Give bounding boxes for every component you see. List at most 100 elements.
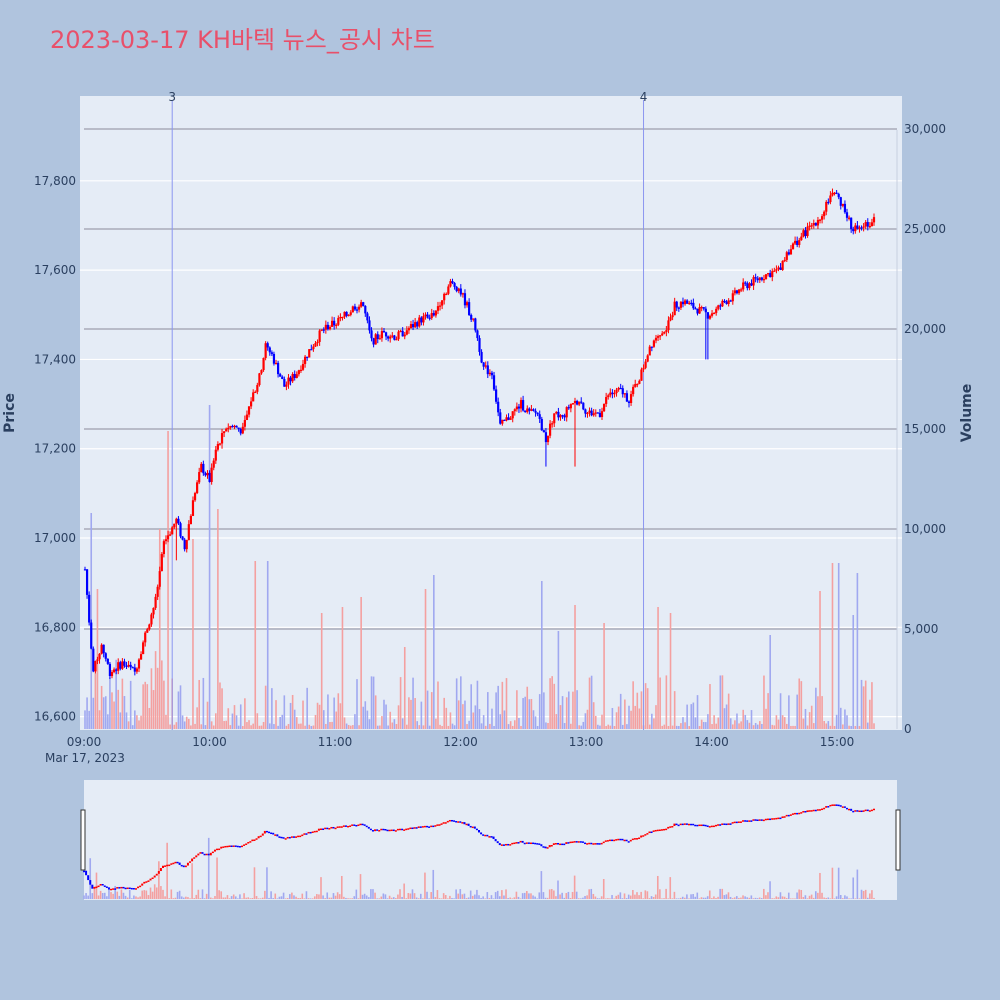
slider-candle — [737, 821, 740, 823]
volume-bar — [746, 720, 749, 729]
candle-body — [621, 388, 624, 395]
range-slider[interactable] — [80, 780, 901, 900]
candle-body — [787, 252, 790, 255]
slider-volume-bar — [844, 895, 846, 899]
candle-body — [511, 411, 514, 419]
slider-candle — [505, 843, 508, 846]
volume-bar — [138, 720, 140, 729]
volume-bar — [111, 692, 113, 729]
slider-volume-bar — [307, 898, 310, 899]
candle-body — [767, 273, 770, 275]
slider-volume-bar — [866, 897, 869, 899]
candle-body — [220, 433, 224, 444]
slider-volume-bar — [139, 896, 141, 899]
slider-candle — [779, 817, 782, 820]
candle-body — [349, 312, 352, 315]
slider-candle — [708, 826, 711, 828]
volume-bar — [223, 721, 225, 729]
volume-bar — [788, 695, 790, 729]
slider-volume-bar — [191, 863, 193, 899]
candle-body — [395, 339, 398, 341]
slider-volume-bar — [399, 889, 401, 899]
slider-candle — [671, 825, 674, 828]
volume-bar — [335, 711, 338, 729]
volume-bar — [815, 687, 817, 729]
slider-candle — [540, 844, 543, 847]
x-tick-label: 09:00 — [67, 735, 102, 749]
candle-body — [843, 203, 847, 213]
slider-candle — [371, 830, 374, 832]
slider-volume-bar — [212, 898, 214, 899]
candle-body — [582, 402, 585, 410]
volume-bar — [613, 725, 616, 729]
slider-volume-bar — [602, 879, 605, 899]
candle-body — [750, 283, 753, 286]
slider-candle — [191, 858, 194, 862]
slider-volume-bar — [842, 898, 844, 899]
slider-volume-bar — [831, 867, 834, 899]
volume-bar — [576, 690, 578, 729]
slider-candle — [764, 818, 767, 821]
candle-body — [698, 307, 701, 314]
y-tick-label: 16,800 — [34, 620, 76, 634]
slider-candle — [230, 845, 233, 847]
slider-volume-bar — [532, 895, 534, 899]
slider-volume-bar — [284, 898, 287, 899]
slider-candle — [673, 823, 676, 826]
slider-volume-bar — [854, 898, 857, 899]
range-slider-right-handle[interactable] — [895, 809, 901, 871]
slider-candle — [739, 821, 742, 823]
slider-volume-bar — [276, 898, 279, 899]
slider-volume-bar — [388, 895, 391, 899]
candle-body — [652, 340, 656, 347]
candle-body — [227, 427, 230, 429]
volume-bar — [507, 724, 510, 729]
volume-bar — [738, 723, 740, 729]
volume-bar — [484, 725, 487, 729]
slider-candle — [831, 804, 834, 806]
range-slider-left-handle[interactable] — [80, 809, 86, 871]
slider-candle — [746, 820, 749, 822]
slider-candle — [363, 824, 366, 826]
volume-bar — [821, 696, 823, 729]
slider-candle — [278, 836, 281, 838]
candle-body — [380, 331, 384, 339]
slider-candle — [417, 826, 420, 828]
candle-body — [335, 324, 338, 327]
slider-volume-bar — [675, 898, 678, 899]
candle-body — [389, 336, 392, 339]
volume-bar — [173, 724, 176, 729]
candle-body — [281, 376, 284, 379]
volume-bar — [451, 723, 454, 729]
candle-body — [762, 279, 766, 281]
volume-bar — [644, 683, 647, 729]
slider-candle — [473, 826, 476, 829]
volume-bar — [709, 684, 711, 729]
slider-candle — [438, 824, 441, 826]
slider-candle — [781, 816, 784, 819]
volume-bar — [125, 712, 128, 729]
slider-candle — [538, 843, 541, 845]
slider-volume-bar — [746, 897, 748, 899]
volume-bar — [505, 678, 508, 729]
slider-volume-bar — [719, 888, 721, 899]
slider-candle — [478, 830, 480, 833]
slider-volume-bar — [461, 894, 464, 899]
candle-body — [164, 539, 168, 542]
volume-bar — [268, 723, 271, 729]
volume-bar — [281, 714, 284, 729]
slider-volume-bar — [370, 889, 372, 899]
slider-candle — [669, 826, 672, 828]
slider-candle — [390, 829, 393, 832]
slider-volume-bar — [230, 896, 233, 899]
candle-body — [189, 515, 192, 525]
candle-body — [144, 632, 147, 643]
slider-candle — [619, 838, 622, 841]
candle-body — [214, 449, 217, 461]
slider-candle — [407, 828, 410, 830]
volume-bar — [300, 723, 302, 729]
slider-volume-bar — [542, 892, 545, 899]
slider-volume-bar — [272, 898, 274, 899]
slider-volume-bar — [490, 895, 493, 899]
